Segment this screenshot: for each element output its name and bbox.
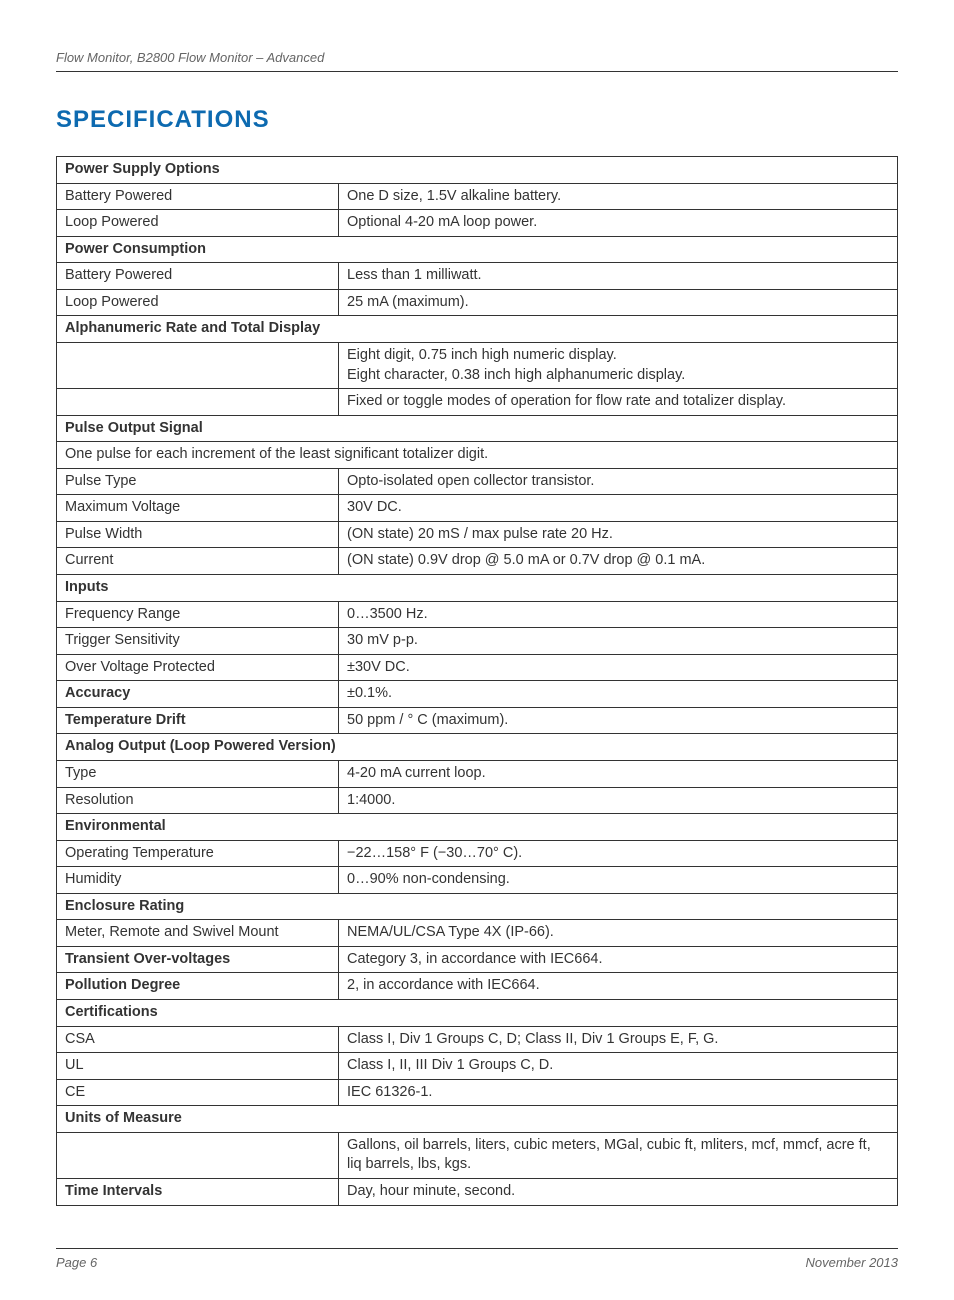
row-label: Maximum Voltage bbox=[57, 495, 339, 522]
head-power-supply: Power Supply Options bbox=[57, 157, 898, 184]
row-label: Pulse Width bbox=[57, 521, 339, 548]
row-value: One D size, 1.5V alkaline battery. bbox=[339, 183, 898, 210]
table-row: Resolution 1:4000. bbox=[57, 787, 898, 814]
row-label bbox=[57, 1132, 339, 1178]
row-label: Pulse Type bbox=[57, 468, 339, 495]
row-value: NEMA/UL/CSA Type 4X (IP-66). bbox=[339, 920, 898, 947]
row-label: Loop Powered bbox=[57, 289, 339, 316]
head-analog: Analog Output (Loop Powered Version) bbox=[57, 734, 898, 761]
page-footer: Page 6 November 2013 bbox=[56, 1248, 898, 1270]
row-label: Battery Powered bbox=[57, 183, 339, 210]
row-label: CE bbox=[57, 1079, 339, 1106]
row-value: Fixed or toggle modes of operation for f… bbox=[339, 389, 898, 416]
table-row: Operating Temperature −22…158° F (−30…70… bbox=[57, 840, 898, 867]
table-row: Frequency Range 0…3500 Hz. bbox=[57, 601, 898, 628]
head-environmental: Environmental bbox=[57, 814, 898, 841]
table-row: CSA Class I, Div 1 Groups C, D; Class II… bbox=[57, 1026, 898, 1053]
table-row: Battery Powered Less than 1 milliwatt. bbox=[57, 263, 898, 290]
row-value: Less than 1 milliwatt. bbox=[339, 263, 898, 290]
head-transient: Transient Over-voltages bbox=[57, 946, 339, 973]
head-tempdrift: Temperature Drift bbox=[57, 707, 339, 734]
row-value: (ON state) 20 mS / max pulse rate 20 Hz. bbox=[339, 521, 898, 548]
row-label: Operating Temperature bbox=[57, 840, 339, 867]
row-value: Category 3, in accordance with IEC664. bbox=[339, 946, 898, 973]
head-inputs: Inputs bbox=[57, 575, 898, 602]
row-value: 4-20 mA current loop. bbox=[339, 760, 898, 787]
row-label: UL bbox=[57, 1053, 339, 1080]
head-certs: Certifications bbox=[57, 1000, 898, 1027]
table-row: UL Class I, II, III Div 1 Groups C, D. bbox=[57, 1053, 898, 1080]
row-label: Battery Powered bbox=[57, 263, 339, 290]
row-value: Opto-isolated open collector transistor. bbox=[339, 468, 898, 495]
table-row: Pulse Width (ON state) 20 mS / max pulse… bbox=[57, 521, 898, 548]
head-time: Time Intervals bbox=[57, 1178, 339, 1205]
table-row: Type 4-20 mA current loop. bbox=[57, 760, 898, 787]
table-row: Loop Powered 25 mA (maximum). bbox=[57, 289, 898, 316]
table-row: Trigger Sensitivity 30 mV p-p. bbox=[57, 628, 898, 655]
row-label: Meter, Remote and Swivel Mount bbox=[57, 920, 339, 947]
row-value: 0…90% non-condensing. bbox=[339, 867, 898, 894]
row-value: 25 mA (maximum). bbox=[339, 289, 898, 316]
footer-date: November 2013 bbox=[806, 1255, 899, 1270]
row-value: 1:4000. bbox=[339, 787, 898, 814]
table-row: Gallons, oil barrels, liters, cubic mete… bbox=[57, 1132, 898, 1178]
table-row: Temperature Drift 50 ppm / ° C (maximum)… bbox=[57, 707, 898, 734]
head-accuracy: Accuracy bbox=[57, 681, 339, 708]
row-label: Type bbox=[57, 760, 339, 787]
row-value: ±0.1%. bbox=[339, 681, 898, 708]
head-units: Units of Measure bbox=[57, 1106, 898, 1133]
row-label: Loop Powered bbox=[57, 210, 339, 237]
row-value: Class I, II, III Div 1 Groups C, D. bbox=[339, 1053, 898, 1080]
table-row: Pulse Type Opto-isolated open collector … bbox=[57, 468, 898, 495]
row-value: 50 ppm / ° C (maximum). bbox=[339, 707, 898, 734]
table-row: Fixed or toggle modes of operation for f… bbox=[57, 389, 898, 416]
table-row: Meter, Remote and Swivel Mount NEMA/UL/C… bbox=[57, 920, 898, 947]
row-value: 0…3500 Hz. bbox=[339, 601, 898, 628]
row-value: Eight digit, 0.75 inch high numeric disp… bbox=[339, 342, 898, 388]
table-row: Battery Powered One D size, 1.5V alkalin… bbox=[57, 183, 898, 210]
row-value: Class I, Div 1 Groups C, D; Class II, Di… bbox=[339, 1026, 898, 1053]
row-value: −22…158° F (−30…70° C). bbox=[339, 840, 898, 867]
row-value: Gallons, oil barrels, liters, cubic mete… bbox=[339, 1132, 898, 1178]
row-label: Humidity bbox=[57, 867, 339, 894]
head-pulse: Pulse Output Signal bbox=[57, 415, 898, 442]
row-label bbox=[57, 342, 339, 388]
row-label: Over Voltage Protected bbox=[57, 654, 339, 681]
specifications-table: Power Supply Options Battery Powered One… bbox=[56, 156, 898, 1206]
row-label: Frequency Range bbox=[57, 601, 339, 628]
row-label: Trigger Sensitivity bbox=[57, 628, 339, 655]
table-row: Time Intervals Day, hour minute, second. bbox=[57, 1178, 898, 1205]
table-row: Over Voltage Protected ±30V DC. bbox=[57, 654, 898, 681]
section-title: SPECIFICATIONS bbox=[56, 106, 898, 134]
head-display: Alphanumeric Rate and Total Display bbox=[57, 316, 898, 343]
table-row: CE IEC 61326-1. bbox=[57, 1079, 898, 1106]
table-row: Current (ON state) 0.9V drop @ 5.0 mA or… bbox=[57, 548, 898, 575]
row-label: Current bbox=[57, 548, 339, 575]
head-pollution: Pollution Degree bbox=[57, 973, 339, 1000]
row-value: 30V DC. bbox=[339, 495, 898, 522]
row-label: CSA bbox=[57, 1026, 339, 1053]
head-enclosure: Enclosure Rating bbox=[57, 893, 898, 920]
row-value: ±30V DC. bbox=[339, 654, 898, 681]
row-value: (ON state) 0.9V drop @ 5.0 mA or 0.7V dr… bbox=[339, 548, 898, 575]
footer-page: Page 6 bbox=[56, 1255, 97, 1270]
table-row: Maximum Voltage 30V DC. bbox=[57, 495, 898, 522]
table-row: Humidity 0…90% non-condensing. bbox=[57, 867, 898, 894]
row-label: Resolution bbox=[57, 787, 339, 814]
table-row: Transient Over-voltages Category 3, in a… bbox=[57, 946, 898, 973]
table-row: Loop Powered Optional 4-20 mA loop power… bbox=[57, 210, 898, 237]
row-value: 30 mV p-p. bbox=[339, 628, 898, 655]
row-label bbox=[57, 389, 339, 416]
row-value: IEC 61326-1. bbox=[339, 1079, 898, 1106]
table-row: Eight digit, 0.75 inch high numeric disp… bbox=[57, 342, 898, 388]
row-value: 2, in accordance with IEC664. bbox=[339, 973, 898, 1000]
row-value: Day, hour minute, second. bbox=[339, 1178, 898, 1205]
page-header: Flow Monitor, B2800 Flow Monitor – Advan… bbox=[56, 50, 898, 72]
row-value: Optional 4-20 mA loop power. bbox=[339, 210, 898, 237]
pulse-note: One pulse for each increment of the leas… bbox=[57, 442, 898, 469]
table-row: Pollution Degree 2, in accordance with I… bbox=[57, 973, 898, 1000]
table-row: Accuracy ±0.1%. bbox=[57, 681, 898, 708]
head-power-consumption: Power Consumption bbox=[57, 236, 898, 263]
